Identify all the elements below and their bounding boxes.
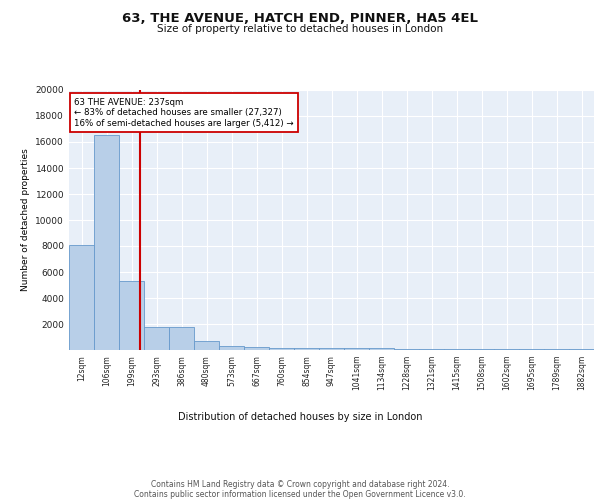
Bar bbox=[144, 326, 169, 350]
Y-axis label: Number of detached properties: Number of detached properties bbox=[21, 148, 30, 292]
Text: Size of property relative to detached houses in London: Size of property relative to detached ho… bbox=[157, 24, 443, 34]
Bar bbox=[394, 348, 419, 350]
Bar bbox=[294, 348, 319, 350]
Bar bbox=[344, 348, 369, 350]
Bar bbox=[219, 346, 244, 350]
Bar bbox=[519, 349, 544, 350]
Text: Distribution of detached houses by size in London: Distribution of detached houses by size … bbox=[178, 412, 422, 422]
Bar bbox=[244, 347, 269, 350]
Bar bbox=[194, 341, 219, 350]
Text: 63 THE AVENUE: 237sqm
← 83% of detached houses are smaller (27,327)
16% of semi-: 63 THE AVENUE: 237sqm ← 83% of detached … bbox=[74, 98, 294, 128]
Text: 63, THE AVENUE, HATCH END, PINNER, HA5 4EL: 63, THE AVENUE, HATCH END, PINNER, HA5 4… bbox=[122, 12, 478, 26]
Bar bbox=[494, 349, 519, 350]
Bar bbox=[69, 244, 94, 350]
Bar bbox=[369, 348, 394, 350]
Bar bbox=[419, 348, 444, 350]
Bar bbox=[119, 281, 144, 350]
Bar bbox=[469, 349, 494, 350]
Bar bbox=[169, 327, 194, 350]
Bar bbox=[94, 136, 119, 350]
Bar bbox=[444, 349, 469, 350]
Text: Contains HM Land Registry data © Crown copyright and database right 2024.
Contai: Contains HM Land Registry data © Crown c… bbox=[134, 480, 466, 500]
Bar bbox=[269, 348, 294, 350]
Bar bbox=[319, 348, 344, 350]
